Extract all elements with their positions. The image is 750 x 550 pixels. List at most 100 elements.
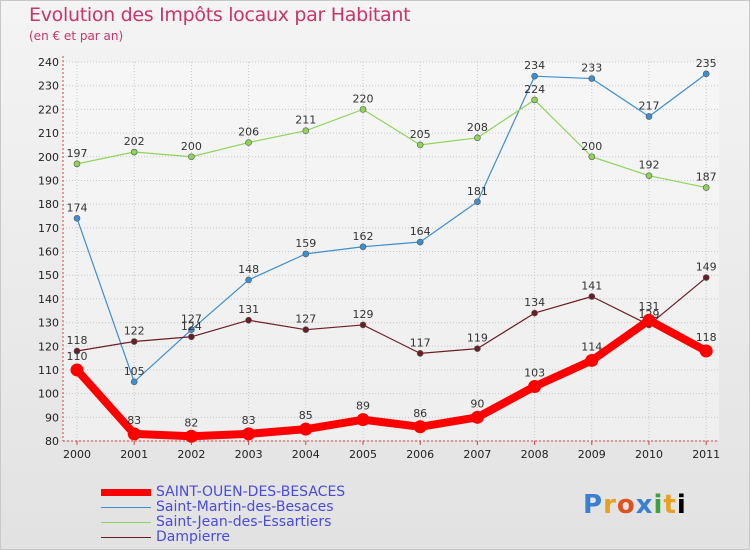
data-point (302, 250, 310, 258)
data-label: 202 (124, 135, 145, 148)
legend-item: Saint-Martin-des-Besaces (101, 500, 345, 515)
legend-swatch (101, 536, 151, 539)
data-label: 200 (181, 140, 202, 153)
data-point (188, 326, 195, 333)
x-tick-label: 2001 (120, 448, 148, 461)
data-point (474, 198, 481, 206)
data-label: 192 (639, 159, 660, 172)
data-label: 85 (299, 409, 313, 422)
data-point (645, 113, 653, 120)
x-tick-label: 2008 (521, 448, 549, 461)
data-point (242, 427, 256, 441)
x-tick-label: 2007 (463, 448, 491, 461)
data-label: 162 (353, 230, 374, 243)
data-label: 208 (467, 121, 488, 134)
data-point (359, 243, 367, 251)
y-tick-label: 140 (38, 293, 59, 306)
data-label: 105 (124, 365, 145, 378)
x-tick-label: 2006 (406, 448, 434, 461)
data-label: 205 (410, 128, 431, 141)
data-point (645, 172, 653, 179)
y-tick-label: 100 (38, 388, 59, 401)
data-label: 82 (184, 416, 198, 429)
y-tick-label: 220 (38, 103, 59, 116)
data-label: 235 (696, 57, 717, 70)
data-label: 197 (67, 147, 88, 160)
data-point (702, 184, 710, 191)
y-tick-label: 130 (38, 317, 59, 330)
data-label: 141 (581, 280, 602, 293)
y-tick-label: 210 (38, 127, 59, 140)
data-label: 131 (639, 300, 660, 313)
y-tick-label: 180 (38, 198, 59, 211)
proxiti-logo: Proxiti (583, 490, 687, 520)
legend-swatch (101, 521, 151, 524)
legend-item: SAINT-OUEN-DES-BESACES (101, 485, 345, 500)
data-point (188, 153, 195, 161)
data-point (188, 333, 195, 341)
data-label: 200 (581, 140, 602, 153)
data-label: 127 (181, 313, 202, 326)
data-label: 134 (524, 296, 545, 309)
data-point (127, 427, 141, 441)
data-point (474, 345, 481, 352)
data-label: 110 (67, 350, 88, 363)
data-point (474, 134, 481, 142)
data-label: 114 (581, 340, 602, 353)
data-label: 90 (470, 397, 484, 410)
data-label: 159 (295, 237, 316, 250)
data-label: 119 (467, 332, 488, 345)
data-label: 174 (67, 201, 88, 214)
y-tick-label: 90 (45, 411, 59, 424)
data-label: 220 (353, 92, 374, 105)
series-line-saint-martin-des-besaces (76, 73, 707, 383)
data-point (73, 160, 81, 168)
y-tick-label: 150 (38, 269, 59, 282)
y-tick-label: 240 (38, 56, 59, 69)
y-tick-label: 200 (38, 151, 59, 164)
data-label: 127 (295, 313, 316, 326)
data-point (585, 353, 599, 367)
y-tick-label: 170 (38, 222, 59, 235)
y-tick-label: 110 (38, 364, 59, 377)
data-point (130, 338, 138, 345)
x-tick-label: 2002 (177, 448, 205, 461)
data-label: 206 (238, 126, 259, 139)
data-label: 129 (353, 308, 374, 321)
data-point (245, 276, 252, 284)
data-point (416, 350, 424, 357)
data-point (531, 72, 538, 80)
legend-swatch (101, 489, 151, 496)
data-label: 89 (356, 400, 370, 413)
data-point (470, 410, 484, 424)
data-label: 181 (467, 185, 488, 198)
legend-item: Dampierre (101, 530, 345, 545)
data-point (302, 127, 310, 134)
chart-title: Evolution des Impôts locaux par Habitant (29, 4, 411, 26)
data-point (73, 347, 81, 355)
data-point (130, 378, 138, 386)
data-label: 124 (181, 320, 202, 333)
data-point (359, 321, 367, 329)
legend-label: Dampierre (156, 529, 230, 545)
data-point (642, 313, 656, 327)
data-label: 233 (581, 62, 602, 75)
data-label: 83 (127, 414, 141, 427)
x-tick-label: 2003 (235, 448, 263, 461)
x-tick-label: 2000 (63, 448, 91, 461)
data-point (245, 316, 252, 324)
data-point (356, 413, 370, 427)
data-point (70, 363, 84, 377)
data-point (702, 70, 710, 78)
data-label: 103 (524, 367, 545, 380)
x-tick-label: 2011 (692, 448, 720, 461)
x-tick-label: 2009 (578, 448, 606, 461)
legend-item: Saint-Jean-des-Essartiers (101, 515, 345, 530)
series-line-saint-jean-des-essartiers (76, 99, 707, 189)
data-point (588, 293, 596, 300)
y-tick-label: 190 (38, 174, 59, 187)
plot-area (63, 62, 719, 441)
data-point (73, 215, 81, 222)
y-tick-label: 160 (38, 246, 59, 259)
